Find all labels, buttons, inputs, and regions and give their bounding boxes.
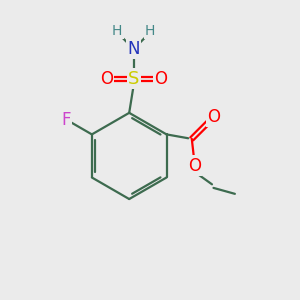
Text: O: O — [188, 157, 201, 175]
Text: H: H — [145, 23, 155, 38]
Text: O: O — [208, 108, 220, 126]
Text: H: H — [112, 23, 122, 38]
Text: O: O — [154, 70, 167, 88]
Text: O: O — [100, 70, 113, 88]
Text: F: F — [61, 110, 71, 128]
Text: N: N — [128, 40, 140, 58]
Text: S: S — [128, 70, 139, 88]
